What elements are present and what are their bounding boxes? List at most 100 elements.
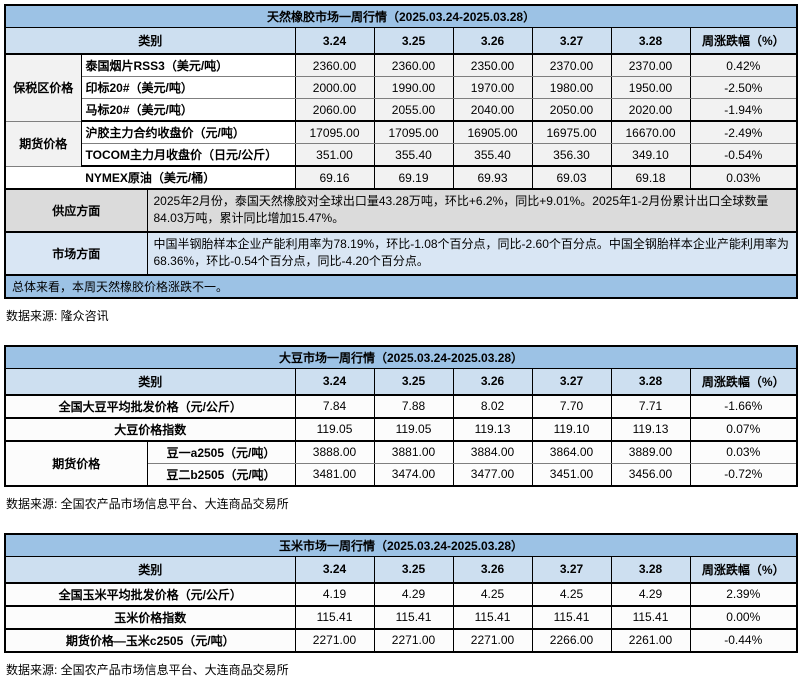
cell-value: 3456.00 bbox=[610, 462, 691, 487]
cell-value: 8.02 bbox=[452, 394, 533, 419]
col-header-category: 类别 bbox=[4, 555, 296, 584]
cell-value: 69.19 bbox=[373, 165, 454, 190]
col-header-date-1: 3.24 bbox=[294, 27, 375, 55]
cell-change: 0.00% bbox=[689, 605, 798, 630]
row-label: TOCOM主力月收盘价（日元/公斤） bbox=[80, 143, 296, 167]
cell-value: 115.41 bbox=[294, 605, 375, 630]
col-header-date-1: 3.24 bbox=[294, 367, 375, 396]
row-label: 大豆价格指数 bbox=[4, 417, 296, 442]
col-header-date-2: 3.25 bbox=[373, 367, 454, 396]
cell-value: 119.13 bbox=[452, 417, 533, 442]
row-label: 全国大豆平均批发价格（元/公斤） bbox=[4, 394, 296, 419]
row-label: 豆一a2505（元/吨） bbox=[146, 440, 296, 464]
cell-value: 2040.00 bbox=[452, 98, 533, 122]
cell-value: 3477.00 bbox=[452, 462, 533, 487]
cell-value: 2060.00 bbox=[294, 98, 375, 122]
data-source: 数据来源: 全国农产品市场信息平台、大连商品交易所 bbox=[6, 496, 289, 511]
cell-change: 0.03% bbox=[689, 165, 798, 190]
cell-value: 3481.00 bbox=[294, 462, 375, 487]
col-header-date-5: 3.28 bbox=[610, 27, 691, 55]
col-header-change: 周涨跌幅（%） bbox=[689, 367, 798, 396]
table-row: 期货价格—玉米c2505（元/吨） 2271.00 2271.00 2271.0… bbox=[4, 628, 798, 653]
cell-value: 3888.00 bbox=[294, 440, 375, 464]
cell-value: 115.41 bbox=[373, 605, 454, 630]
row-label: 全国玉米平均批发价格（元/公斤） bbox=[4, 582, 296, 607]
table-row: 全国玉米平均批发价格（元/公斤） 4.19 4.29 4.25 4.25 4.2… bbox=[4, 582, 798, 607]
col-header-date-3: 3.26 bbox=[452, 555, 533, 584]
cell-value: 355.40 bbox=[373, 143, 454, 167]
summary-row: 总体来看，本周天然橡胶价格涨跌不一。 bbox=[4, 274, 798, 299]
cell-value: 3474.00 bbox=[373, 462, 454, 487]
cell-value: 119.10 bbox=[531, 417, 612, 442]
cell-value: 69.03 bbox=[531, 165, 612, 190]
cell-value: 17095.00 bbox=[373, 120, 454, 144]
supply-row: 供应方面 2025年2月份，泰国天然橡胶对全球出口量43.28万吨，环比+6.2… bbox=[4, 188, 798, 233]
row-label: 期货价格—玉米c2505（元/吨） bbox=[4, 628, 296, 653]
cell-value: 7.71 bbox=[610, 394, 691, 419]
col-header-date-2: 3.25 bbox=[373, 555, 454, 584]
cell-value: 115.41 bbox=[452, 605, 533, 630]
cell-value: 119.05 bbox=[294, 417, 375, 442]
cell-change: 0.07% bbox=[689, 417, 798, 442]
cell-value: 2350.00 bbox=[452, 53, 533, 77]
supply-label: 供应方面 bbox=[4, 188, 148, 233]
row-group-label: 期货价格 bbox=[4, 120, 82, 167]
cell-value: 2271.00 bbox=[373, 628, 454, 653]
col-header-date-4: 3.27 bbox=[531, 555, 612, 584]
soybean-table: 大豆市场一周行情（2025.03.24-2025.03.28） 类别 3.24 … bbox=[4, 344, 799, 487]
cell-value: 2000.00 bbox=[294, 76, 375, 99]
cell-change: -1.66% bbox=[689, 394, 798, 419]
corn-header-row: 类别 3.24 3.25 3.26 3.27 3.28 周涨跌幅（%） bbox=[4, 555, 798, 584]
rubber-header-row: 类别 3.24 3.25 3.26 3.27 3.28 周涨跌幅（%） bbox=[4, 27, 798, 55]
cell-value: 2271.00 bbox=[294, 628, 375, 653]
col-header-date-3: 3.26 bbox=[452, 27, 533, 55]
row-label: 玉米价格指数 bbox=[4, 605, 296, 630]
table-row: 印标20#（美元/吨） 2000.00 1990.00 1970.00 1980… bbox=[5, 76, 798, 99]
cell-change: -2.49% bbox=[689, 120, 798, 144]
cell-value: 16670.00 bbox=[610, 120, 691, 144]
cell-value: 4.25 bbox=[531, 582, 612, 607]
cell-value: 4.29 bbox=[373, 582, 454, 607]
cell-value: 349.10 bbox=[610, 143, 691, 167]
soybean-table-title: 大豆市场一周行情（2025.03.24-2025.03.28） bbox=[4, 345, 798, 369]
row-label: 豆二b2505（元/吨） bbox=[146, 462, 296, 487]
table-row: 玉米价格指数 115.41 115.41 115.41 115.41 115.4… bbox=[4, 605, 798, 630]
cell-value: 3884.00 bbox=[452, 440, 533, 464]
cell-value: 2020.00 bbox=[610, 98, 691, 122]
cell-value: 4.29 bbox=[610, 582, 691, 607]
cell-value: 3451.00 bbox=[531, 462, 612, 487]
table-row: TOCOM主力月收盘价（日元/公斤） 351.00 355.40 355.40 … bbox=[5, 143, 798, 167]
cell-value: 1950.00 bbox=[610, 76, 691, 99]
market-label: 市场方面 bbox=[4, 231, 148, 276]
cell-value: 2370.00 bbox=[531, 53, 612, 77]
cell-value: 69.18 bbox=[610, 165, 691, 190]
cell-value: 351.00 bbox=[294, 143, 375, 167]
col-header-date-5: 3.28 bbox=[610, 555, 691, 584]
row-label: 马标20#（美元/吨） bbox=[80, 98, 296, 122]
table-title-row: 大豆市场一周行情（2025.03.24-2025.03.28） bbox=[4, 345, 798, 369]
rubber-table-title: 天然橡胶市场一周行情（2025.03.24-2025.03.28） bbox=[4, 4, 798, 28]
cell-value: 115.41 bbox=[610, 605, 691, 630]
cell-change: -0.54% bbox=[689, 143, 798, 167]
cell-value: 16975.00 bbox=[531, 120, 612, 144]
col-header-date-1: 3.24 bbox=[294, 555, 375, 584]
cell-value: 3864.00 bbox=[531, 440, 612, 464]
cell-value: 2370.00 bbox=[610, 53, 691, 77]
table-row: 豆二b2505（元/吨） 3481.00 3474.00 3477.00 345… bbox=[5, 462, 798, 487]
market-text: 中国半钢胎样本企业产能利用率为78.19%，环比-1.08个百分点，同比-2.6… bbox=[146, 231, 798, 276]
cell-value: 3881.00 bbox=[373, 440, 454, 464]
row-label: NYMEX原油（美元/桶） bbox=[4, 165, 296, 190]
soybean-header-row: 类别 3.24 3.25 3.26 3.27 3.28 周涨跌幅（%） bbox=[4, 367, 798, 396]
cell-value: 17095.00 bbox=[294, 120, 375, 144]
cell-value: 356.30 bbox=[531, 143, 612, 167]
col-header-category: 类别 bbox=[4, 27, 296, 55]
cell-change: -0.72% bbox=[689, 462, 798, 487]
cell-value: 2261.00 bbox=[610, 628, 691, 653]
cell-value: 119.05 bbox=[373, 417, 454, 442]
summary-text: 总体来看，本周天然橡胶价格涨跌不一。 bbox=[4, 274, 798, 299]
cell-value: 2055.00 bbox=[373, 98, 454, 122]
supply-text: 2025年2月份，泰国天然橡胶对全球出口量43.28万吨，环比+6.2%，同比+… bbox=[146, 188, 798, 233]
cell-value: 7.70 bbox=[531, 394, 612, 419]
cell-value: 16905.00 bbox=[452, 120, 533, 144]
